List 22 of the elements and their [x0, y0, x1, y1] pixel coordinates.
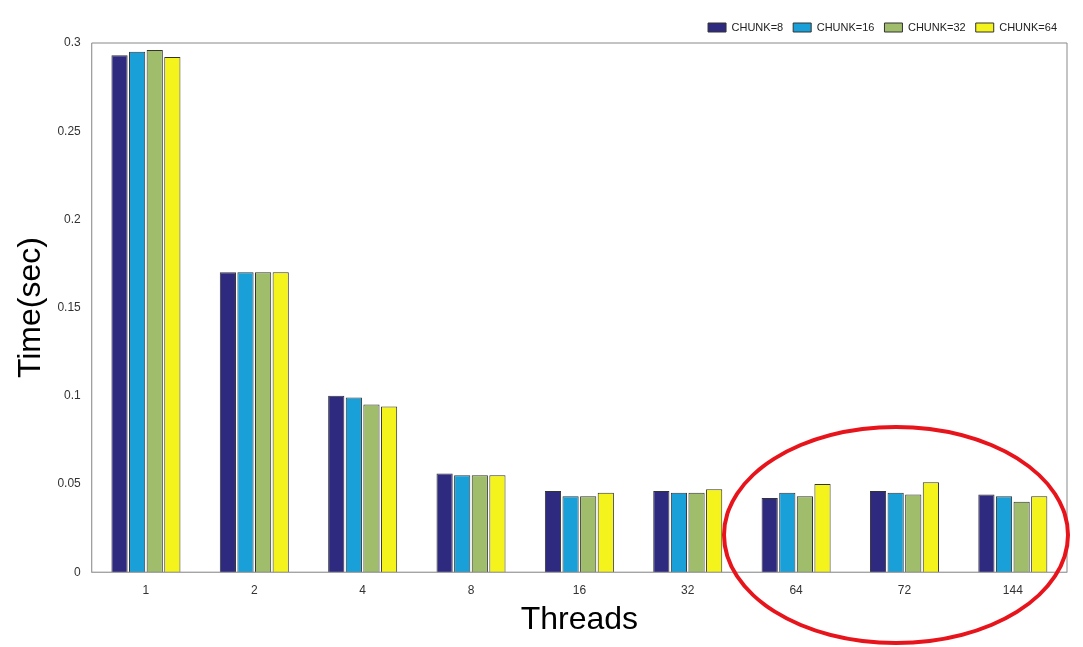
y-tick-label: 0 [74, 564, 82, 579]
y-axis-title: Time(sec) [11, 237, 48, 379]
legend-label: CHUNK=32 [907, 20, 966, 33]
x-tick-label: 16 [572, 582, 587, 597]
x-axis-title: Threads [520, 599, 639, 636]
x-tick-label: 64 [789, 582, 804, 597]
y-tick-label: 0.2 [64, 211, 82, 226]
x-tick-label: 144 [1002, 582, 1024, 597]
legend-label: CHUNK=8 [731, 20, 784, 33]
x-tick-label: 72 [897, 582, 912, 597]
y-tick-label: 0.05 [57, 476, 82, 491]
legend-label: CHUNK=64 [999, 20, 1058, 33]
x-tick-label: 1 [142, 582, 150, 597]
legend-label: CHUNK=16 [816, 20, 875, 33]
x-tick-label: 32 [681, 582, 695, 597]
y-tick-label: 0.15 [57, 299, 82, 314]
y-tick-label: 0.25 [57, 123, 82, 138]
y-tick-label: 0.1 [64, 388, 82, 403]
x-tick-label: 8 [467, 582, 475, 597]
y-tick-label: 0.3 [64, 35, 82, 50]
x-tick-label: 2 [250, 582, 258, 597]
x-tick-label: 4 [359, 582, 367, 597]
